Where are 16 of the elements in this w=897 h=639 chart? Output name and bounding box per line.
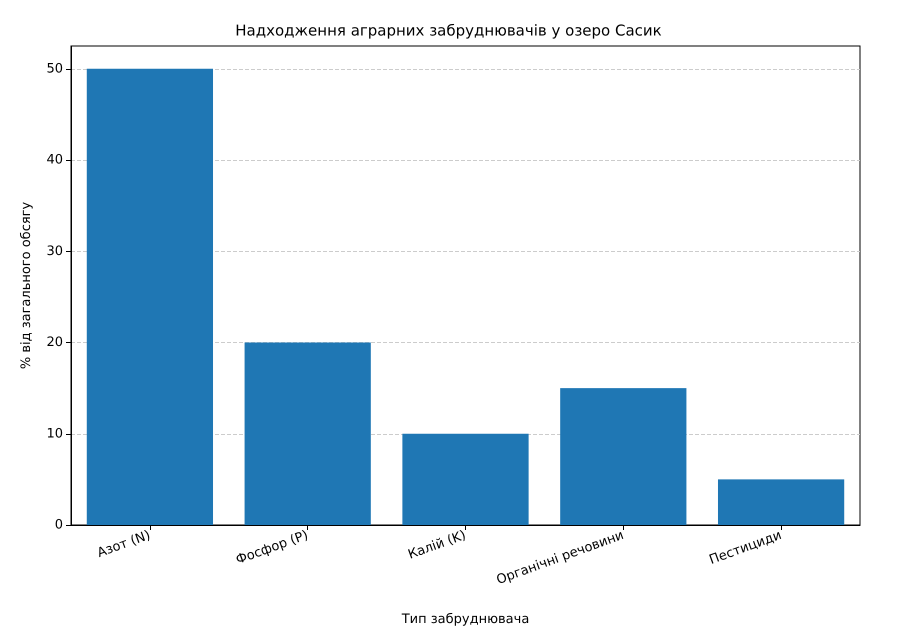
y-axis-title: % від загального обсягу bbox=[19, 202, 34, 370]
bar bbox=[244, 342, 371, 525]
bar bbox=[402, 434, 529, 525]
bar bbox=[86, 68, 214, 525]
x-axis-title: Тип забруднювача bbox=[400, 612, 530, 627]
y-tick-label: 50 bbox=[46, 61, 63, 76]
y-tick-label: 40 bbox=[46, 152, 63, 168]
x-tick-label: Калій (K) bbox=[406, 528, 468, 563]
y-tick-label: 10 bbox=[46, 426, 63, 442]
bar bbox=[560, 388, 686, 525]
y-tick-label: 0 bbox=[54, 518, 63, 532]
chart-title: Надходження аграрних забруднювачів у озеро Сасик bbox=[235, 22, 662, 40]
y-tick-label: 30 bbox=[46, 244, 63, 259]
x-tick-label: Азот (N) bbox=[95, 528, 152, 561]
bar bbox=[718, 479, 844, 525]
y-tick-label: 20 bbox=[46, 335, 63, 350]
